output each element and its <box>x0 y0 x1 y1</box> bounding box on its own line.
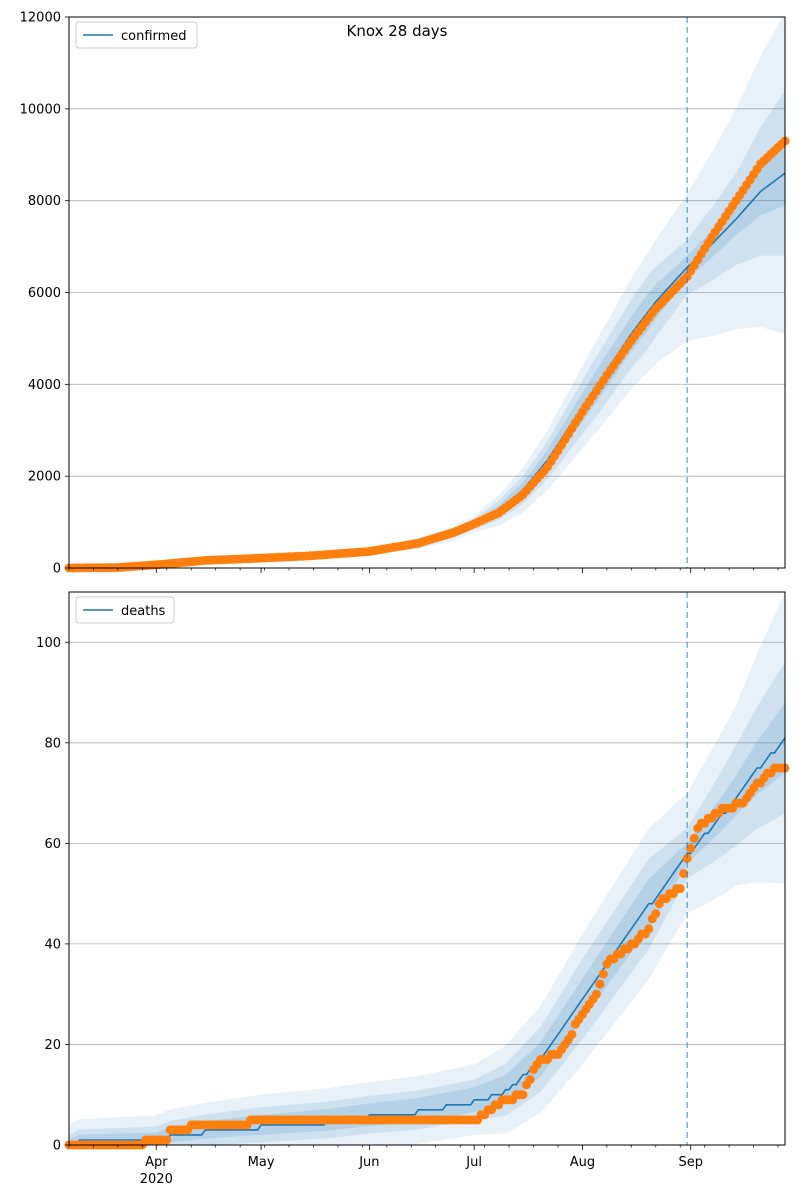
deaths-observed-point <box>675 884 685 894</box>
deaths-x-tick-label: Apr <box>145 1155 168 1170</box>
deaths-observed-point <box>679 869 689 878</box>
deaths-x-tick-label: Sep <box>678 1155 703 1170</box>
deaths-observed-point <box>598 969 608 979</box>
deaths-x-tick-sublabel: 2020 <box>140 1172 173 1187</box>
confirmed-legend: confirmed <box>75 21 198 49</box>
confirmed-y-tick-label: 8000 <box>28 194 61 209</box>
confirmed-y-tick-label: 0 <box>53 562 61 577</box>
confirmed-y-tick-label: 4000 <box>28 378 61 393</box>
deaths-observed-point <box>591 989 601 999</box>
deaths-legend-label: deaths <box>121 604 166 619</box>
deaths-y-tick-label: 40 <box>44 937 61 952</box>
deaths-observed-point <box>518 1090 528 1100</box>
deaths-observed-point <box>525 1075 535 1085</box>
deaths-y-tick-label: 20 <box>44 1038 61 1053</box>
confirmed-legend-box <box>75 21 198 49</box>
deaths-observed-points <box>64 763 790 1150</box>
confirmed-panel: 0 2000 4000 6000 8000 10000 12000 confirmed Kn… <box>20 11 790 577</box>
deaths-band-outer <box>69 592 785 1145</box>
deaths-observed-point <box>682 853 692 863</box>
deaths-model-path <box>69 737 786 1146</box>
deaths-model-line <box>69 737 786 1146</box>
deaths-observed-point <box>689 833 699 843</box>
deaths-observed-point <box>644 924 654 934</box>
confirmed-band-outer <box>69 17 785 568</box>
deaths-observed-point <box>651 909 661 919</box>
deaths-x-tick-label: Jul <box>465 1155 482 1170</box>
confirmed-y-tick-label: 12000 <box>20 11 61 26</box>
deaths-legend: deaths <box>75 596 175 624</box>
deaths-x-tick-label: Jun <box>358 1155 379 1170</box>
deaths-y-tick-label: 0 <box>53 1139 61 1154</box>
deaths-legend-box <box>75 596 175 624</box>
deaths-band-mid <box>69 662 785 1145</box>
confirmed-y-tick-label: 2000 <box>28 470 61 485</box>
confirmed-observed-points <box>64 136 790 573</box>
deaths-y-tick-label: 60 <box>44 837 61 852</box>
chart-title: Knox 28 days <box>347 22 448 40</box>
confirmed-y-tick-label: 10000 <box>20 102 61 117</box>
deaths-band-inner <box>69 702 785 1145</box>
deaths-observed-point <box>162 1135 172 1145</box>
confirmed-y-ticks: 0 2000 4000 6000 8000 10000 12000 <box>20 11 69 577</box>
deaths-observed-point <box>686 843 696 853</box>
deaths-observed-point <box>595 979 605 989</box>
deaths-x-ticks: Apr 2020 May Jun Jul Aug Sep <box>68 1145 779 1187</box>
deaths-observed-point <box>567 1029 577 1039</box>
deaths-panel: 0 20 40 60 80 100 Apr 2020 May Jun Jul Aug Sep deat… <box>36 591 790 1187</box>
deaths-bands <box>69 592 785 1145</box>
confirmed-x-ticks <box>68 568 779 573</box>
deaths-x-tick-label: May <box>248 1155 275 1170</box>
deaths-y-tick-label: 80 <box>44 736 61 751</box>
deaths-x-tick-label: Aug <box>570 1155 595 1170</box>
deaths-y-tick-label: 100 <box>36 636 61 651</box>
deaths-axes-frame <box>68 591 786 1146</box>
confirmed-legend-label: confirmed <box>121 29 187 44</box>
deaths-y-ticks: 0 20 40 60 80 100 <box>36 636 69 1154</box>
confirmed-y-tick-label: 6000 <box>28 286 61 301</box>
